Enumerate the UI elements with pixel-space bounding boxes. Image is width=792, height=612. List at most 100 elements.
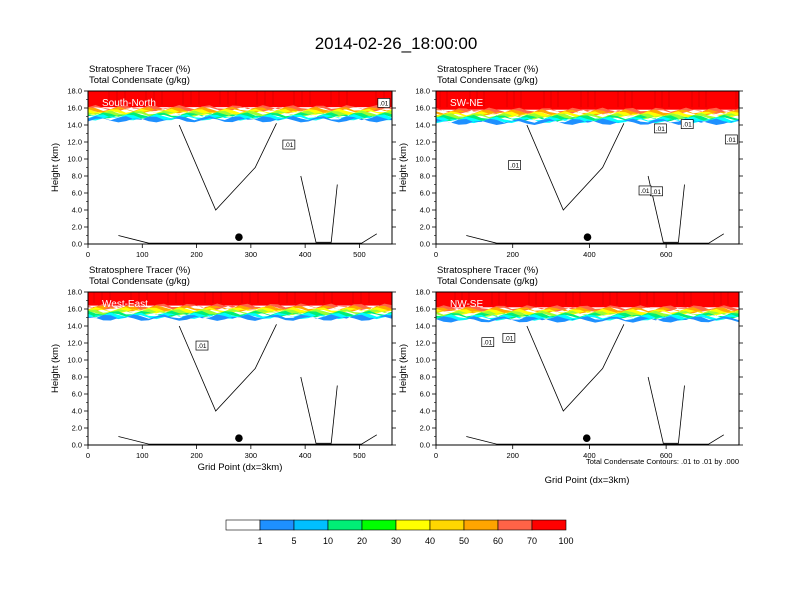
colorbar-label: 100 — [558, 536, 573, 546]
tracer-band — [88, 314, 392, 321]
condensate-contour — [178, 324, 277, 412]
y-tick-label: 12.0 — [67, 138, 82, 147]
y-tick-label: 4.0 — [72, 407, 82, 416]
tracer-band — [436, 310, 739, 318]
shading-field — [88, 292, 392, 445]
contour-label-box — [508, 160, 521, 170]
shading-field — [436, 91, 739, 244]
condensate-contour — [647, 175, 685, 243]
y-tick-label: 6.0 — [420, 189, 430, 198]
colorbar-label: 10 — [323, 536, 333, 546]
panel-header-line2: Total Condensate (g/kg) — [437, 75, 538, 86]
y-tick-label: 6.0 — [420, 390, 430, 399]
panel-label: NW-SE — [450, 299, 483, 310]
condensate-contour — [466, 233, 725, 244]
panel-nw-se: Stratosphere Tracer (%) Total Condensate… — [398, 265, 743, 486]
contour-label: .01 — [652, 189, 661, 196]
colorbar-label: 1 — [257, 536, 262, 546]
y-tick-label: 16.0 — [415, 104, 430, 113]
colorbar-label: 60 — [493, 536, 503, 546]
shading-field — [88, 91, 392, 244]
tracer-band — [436, 107, 739, 115]
panel-header-line1: Stratosphere Tracer (%) — [437, 64, 538, 75]
colorbar-swatch — [531, 519, 567, 531]
contour-label-box — [481, 337, 495, 347]
contour-label: .01 — [641, 188, 650, 195]
y-tick-label: 14.0 — [415, 121, 430, 130]
colorbar-label: 70 — [527, 536, 537, 546]
contour-label: .01 — [510, 162, 519, 169]
colorbar: 1 5 10 20 30 40 50 60 70 100 — [225, 519, 574, 546]
colorbar-swatch — [395, 519, 431, 531]
y-tick-label: 8.0 — [420, 373, 430, 382]
contour-label-box — [654, 123, 667, 134]
tracer-band — [436, 116, 739, 124]
y-tick-label: 6.0 — [72, 390, 82, 399]
tracer-band — [88, 308, 392, 316]
colorbar-swatch — [429, 519, 465, 531]
y-tick-label: 16.0 — [415, 305, 430, 314]
x-tick-label: 0 — [86, 451, 90, 460]
colorbar-swatch — [497, 519, 533, 531]
contour-label-box — [638, 185, 652, 196]
tracer-band — [436, 308, 739, 316]
y-tick-label: 10.0 — [67, 155, 82, 164]
y-tick-label: 6.0 — [72, 189, 82, 198]
contour-label: .01 — [379, 100, 388, 107]
colorbar-label: 20 — [357, 536, 367, 546]
y-tick-label: 14.0 — [67, 121, 82, 130]
x-tick-label: 500 — [353, 250, 366, 259]
y-tick-label: 18.0 — [67, 87, 82, 96]
tracer-band — [88, 312, 392, 320]
x-tick-label: 100 — [136, 451, 149, 460]
plot-area-south-north: .01 .01 South-North 0.0 2.0 4.0 6.0 8.0 10.0 12.0… — [67, 87, 396, 259]
location-marker — [582, 434, 591, 443]
y-tick-label: 16.0 — [67, 305, 82, 314]
x-tick-label: 200 — [190, 250, 203, 259]
tracer-band — [436, 118, 739, 125]
y-tick-label: 0.0 — [72, 441, 82, 450]
y-tick-label: 18.0 — [415, 288, 430, 297]
y-tick-label: 10.0 — [67, 356, 82, 365]
contour-label: .01 — [683, 122, 692, 129]
y-tick-label: 0.0 — [420, 441, 430, 450]
tracer-band — [88, 106, 392, 114]
colorbar-swatch — [361, 519, 397, 531]
colorbar-swatch — [259, 519, 295, 531]
colorbar-swatch — [327, 519, 363, 531]
x-axis-label: Grid Point (dx=3km) — [545, 475, 630, 486]
contour-label: .01 — [197, 343, 206, 350]
x-tick-label: 400 — [583, 451, 596, 460]
contour-label-box — [282, 139, 296, 150]
panel-header-line2: Total Condensate (g/kg) — [89, 276, 190, 287]
y-tick-label: 18.0 — [67, 288, 82, 297]
contour-label: .01 — [483, 340, 492, 347]
y-tick-label: 2.0 — [420, 424, 430, 433]
contour-label: .01 — [656, 126, 665, 133]
condensate-contour — [300, 175, 338, 243]
x-axis-label: Grid Point (dx=3km) — [198, 462, 283, 473]
condensate-contour — [526, 123, 625, 211]
contour-label-box — [680, 119, 694, 130]
contour-label-box — [724, 134, 738, 145]
y-tick-label: 0.0 — [420, 240, 430, 249]
panel-west-east: Stratosphere Tracer (%) Total Condensate… — [50, 265, 396, 473]
tracer-band — [88, 116, 392, 123]
y-tick-label: 2.0 — [72, 424, 82, 433]
condensate-contour — [526, 324, 625, 412]
y-axis-label: Height (km) — [398, 143, 409, 192]
tracer-band — [436, 316, 739, 323]
y-tick-label: 12.0 — [67, 339, 82, 348]
y-tick-label: 18.0 — [415, 87, 430, 96]
y-tick-label: 0.0 — [72, 240, 82, 249]
x-tick-label: 0 — [434, 250, 438, 259]
condensate-contour — [466, 434, 725, 445]
plot-area-sw-ne: .01.01.01.01.01.01SW-NE0.02.04.06.08.010… — [415, 87, 743, 259]
y-tick-label: 10.0 — [415, 356, 430, 365]
tracer-band — [436, 314, 739, 321]
colorbar-swatch — [293, 519, 329, 531]
colorbar-swatch — [225, 519, 261, 531]
y-tick-label: 12.0 — [415, 138, 430, 147]
x-tick-label: 0 — [434, 451, 438, 460]
y-axis-label: Height (km) — [398, 344, 409, 393]
